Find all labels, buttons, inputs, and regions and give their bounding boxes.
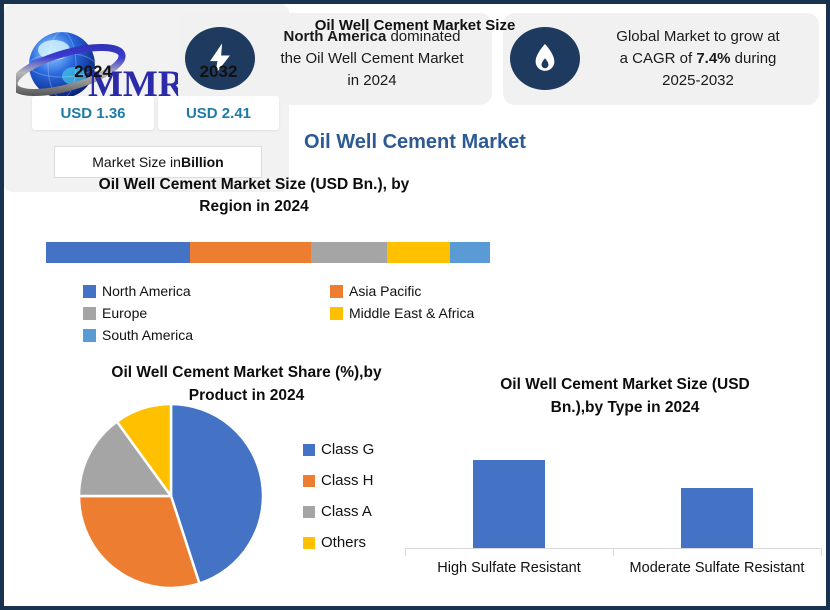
product-pie-legend: Class G Class H Class A Others [303, 434, 374, 558]
legend-label: Class H [321, 472, 374, 489]
pie-slice [115, 402, 173, 498]
legend-marker [83, 328, 96, 342]
legend-label: Asia Pacific [349, 283, 422, 299]
legend-label: Middle East & Africa [349, 305, 475, 321]
text-line: 2025-2032 [585, 70, 811, 92]
legend-label: Class A [321, 503, 372, 520]
legend-marker [303, 443, 315, 456]
pie-slice [77, 420, 173, 498]
axis-tick [613, 548, 614, 556]
text-line: the Oil Well Cement Market [260, 48, 484, 70]
page-title: Oil Well Cement Market [304, 131, 526, 153]
pie-slice [77, 494, 201, 590]
text-run: a CAGR of [619, 50, 697, 67]
legend-marker [303, 536, 315, 549]
legend-marker [83, 306, 96, 320]
title-line: Oil Well Cement Market Size (USD [500, 376, 750, 393]
text-run: Market Size in [92, 154, 181, 170]
year-2032-label: 2032 [199, 62, 238, 81]
legend-label: Europe [102, 305, 148, 321]
text-run: during [730, 50, 777, 67]
legend-column: North America Europe South America [83, 280, 193, 346]
market-size-footnote: Market Size in Billion [54, 146, 262, 178]
legend-item: Others [303, 527, 374, 558]
legend-label: North America [102, 283, 191, 299]
axis-tick [405, 548, 406, 556]
text-run: Billion [180, 154, 224, 170]
text-run: the Oil Well Cement Market [280, 50, 464, 67]
legend-marker [303, 505, 315, 518]
region-bar-segment [386, 242, 450, 263]
value-2032: USD 2.41 [158, 96, 279, 130]
legend-item: Europe [83, 302, 193, 324]
legend-marker [330, 306, 343, 320]
axis-tick [821, 548, 822, 556]
title-line: Region in 2024 [199, 198, 309, 215]
legend-marker [303, 474, 315, 487]
text-line: a CAGR of 7.4% during [585, 48, 811, 70]
bar-label: High Sulfate Resistant [437, 560, 581, 576]
legend-label: South America [102, 327, 194, 343]
text-run: 7.4% [696, 50, 731, 67]
region-bar-segment [189, 242, 311, 263]
text-run: Global Market to grow at [616, 28, 780, 45]
region-chart-title: Oil Well Cement Market Size (USD Bn.), b… [54, 174, 454, 218]
text-line: Global Market to grow at [585, 26, 811, 48]
year-2024-label: 2024 [74, 62, 112, 81]
region-bar-segment [46, 242, 190, 263]
legend-label: Class G [321, 441, 375, 458]
bar-label: Moderate Sulfate Resistant [629, 560, 805, 576]
type-bar-plot [405, 448, 821, 548]
lightning-icon [185, 27, 255, 90]
title-line: Bn.),by Type in 2024 [550, 399, 700, 416]
legend-marker [83, 284, 96, 298]
type-category-labels: High Sulfate Resistant Moderate Sulfate R… [405, 560, 821, 576]
text-line: in 2024 [260, 70, 484, 92]
logo-swoosh [16, 44, 126, 96]
legend-item: Asia Pacific [330, 280, 474, 302]
legend-item: North America [83, 280, 193, 302]
market-size-card-title: Oil Well Cement Market Size [314, 17, 516, 34]
text-run: 2025-2032 [662, 72, 734, 89]
text-run: in 2024 [347, 72, 397, 89]
type-chart-title: Oil Well Cement Market Size (USD Bn.),by … [430, 373, 820, 419]
highlight-card-cagr: Global Market to grow at a CAGR of 7.4% d… [503, 13, 819, 105]
text-line: North America dominated [260, 26, 484, 48]
legend-column: Asia Pacific Middle East & Africa [330, 280, 474, 324]
bar [681, 488, 753, 548]
legend-marker [330, 284, 343, 298]
text-run: dominated [386, 28, 461, 45]
legend-item: Middle East & Africa [330, 302, 474, 324]
region-bar-segment [449, 242, 490, 263]
legend-item: South America [83, 324, 193, 346]
region-bar-segment [310, 242, 387, 263]
bar [473, 460, 545, 548]
pie-slice [169, 402, 265, 585]
flame-icon [510, 27, 580, 90]
legend-item: Class H [303, 465, 374, 496]
highlight-card-north-america: North America dominated the Oil Well Ceme… [178, 13, 492, 105]
title-line: Product in 2024 [188, 387, 305, 404]
text-run: North America [283, 28, 387, 45]
market-size-card: Oil Well Cement Market Size 2024 2032 US… [4, 4, 515, 192]
legend-label: Others [321, 534, 367, 551]
legend-item: Class G [303, 434, 374, 465]
product-pie-chart [77, 402, 265, 590]
title-line: Oil Well Cement Market Size (USD Bn.), b… [98, 176, 410, 193]
product-chart-title: Oil Well Cement Market Share (%),by Produ… [54, 361, 439, 407]
value-2024: USD 1.36 [32, 96, 154, 130]
highlight-card-text: Global Market to grow at a CAGR of 7.4% d… [585, 13, 811, 105]
title-line: Oil Well Cement Market Share (%),by [111, 364, 382, 381]
legend-item: Class A [303, 496, 374, 527]
mmr-logo: MMR [16, 31, 184, 105]
highlight-card-text: North America dominated the Oil Well Ceme… [260, 13, 484, 105]
region-stacked-bar [46, 242, 490, 263]
